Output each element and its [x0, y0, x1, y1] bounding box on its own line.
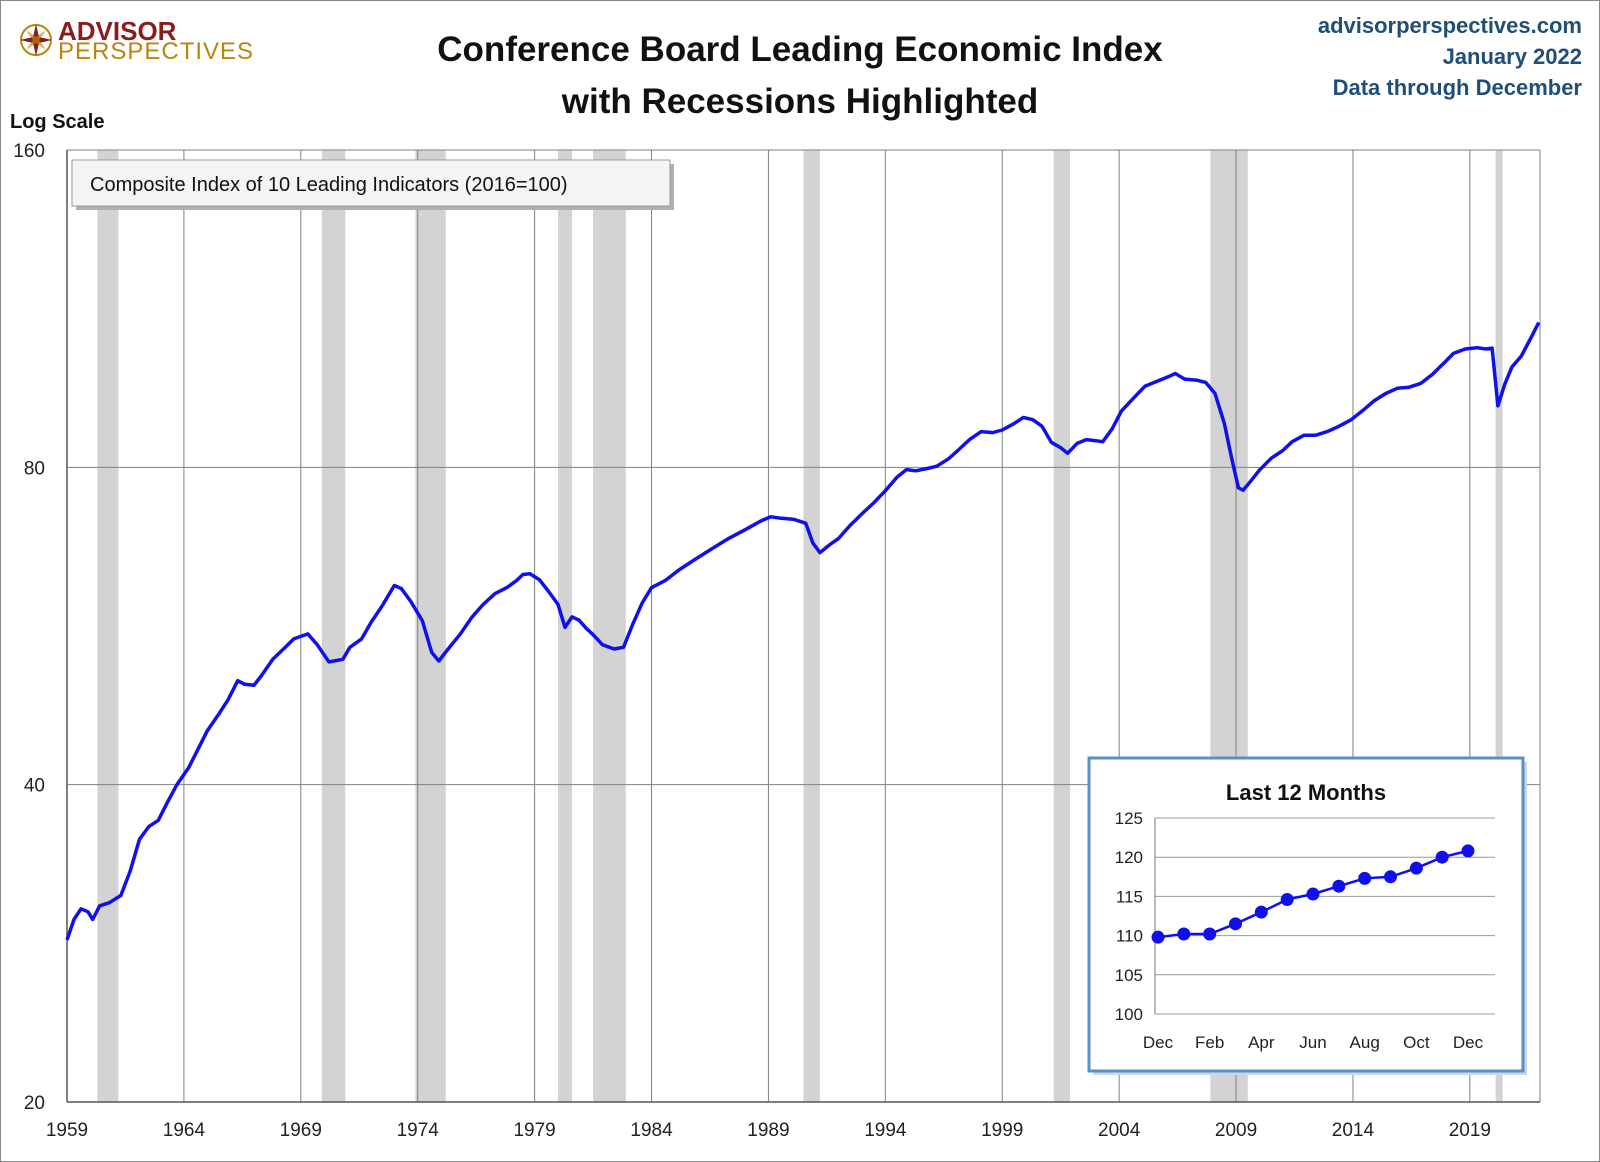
inset-data-point [1151, 930, 1165, 944]
legend-label: Composite Index of 10 Leading Indicators… [90, 174, 568, 196]
chart-title-line1: Conference Board Leading Economic Index [437, 30, 1163, 69]
legend-frame [71, 159, 671, 207]
recession-band [97, 150, 119, 1102]
inset-y-tick-label: 100 [1115, 1005, 1143, 1024]
brand-line1: ADVISOR [58, 16, 177, 46]
x-tick-label: 1959 [46, 1120, 88, 1141]
y-axis-label: Log Scale [10, 111, 104, 133]
source-date: January 2022 [1442, 44, 1582, 69]
x-tick-label: 1999 [981, 1120, 1023, 1141]
recession-band [1495, 150, 1503, 1102]
x-tick-label: 1994 [864, 1120, 907, 1141]
inset-x-tick-label: Dec [1453, 1033, 1484, 1052]
inset-data-point [1332, 879, 1346, 893]
y-tick-label: 80 [24, 458, 45, 479]
y-tick-label: 160 [13, 141, 45, 162]
x-tick-label: 1979 [513, 1120, 555, 1141]
inset-frame [1087, 756, 1525, 1073]
brand-logo: ADVISOR PERSPECTIVES [18, 16, 253, 64]
x-tick-label: 2004 [1098, 1120, 1141, 1141]
recession-band [1053, 150, 1071, 1102]
x-tick-label: 2019 [1449, 1120, 1491, 1141]
recession-band [415, 150, 446, 1102]
x-tick-label: 1969 [280, 1120, 322, 1141]
inset-data-point [1384, 870, 1397, 884]
inset-data-point [1461, 844, 1475, 858]
inset-y-tick-label: 105 [1115, 966, 1143, 985]
inset-x-tick-label: Apr [1248, 1033, 1275, 1052]
recession-band [593, 150, 626, 1102]
inset-x-tick-label: Aug [1350, 1033, 1380, 1052]
inset-x-tick-label: Dec [1143, 1033, 1174, 1052]
compass-icon [20, 24, 52, 56]
brand-line2: PERSPECTIVES [58, 38, 255, 65]
x-tick-label: 2009 [1215, 1120, 1257, 1141]
inset-data-point [1254, 905, 1268, 919]
inset-title: Last 12 Months [1226, 780, 1386, 805]
x-tick-label: 1984 [630, 1120, 673, 1141]
x-tick-label: 1964 [163, 1120, 206, 1141]
inset-x-tick-label: Oct [1403, 1033, 1430, 1052]
inset-data-point [1435, 850, 1449, 864]
inset-data-point [1409, 861, 1423, 875]
x-tick-label: 1974 [397, 1120, 440, 1141]
inset-data-point [1358, 871, 1372, 885]
inset-data-point [1280, 893, 1294, 907]
series-line-lei [65, 321, 1541, 941]
inset-y-tick-label: 115 [1116, 887, 1143, 906]
inset-x-tick-label: Feb [1195, 1033, 1224, 1052]
inset-data-point [1177, 927, 1191, 941]
x-tick-label: 2014 [1332, 1120, 1375, 1141]
inset-data-point [1306, 887, 1320, 901]
inset-x-tick-label: Jun [1299, 1033, 1326, 1052]
recession-band [321, 150, 346, 1102]
source-block: advisorperspectives.com January 2022 Dat… [1318, 10, 1582, 103]
inset-data-point [1203, 927, 1217, 941]
y-tick-label: 20 [24, 1093, 45, 1114]
inset-data-point [1229, 917, 1242, 931]
legend-box: Composite Index of 10 Leading Indicators… [71, 159, 674, 210]
chart-title: Conference Board Leading Economic Index … [380, 24, 1220, 128]
recession-band [803, 150, 820, 1102]
source-site[interactable]: advisorperspectives.com [1317, 13, 1582, 38]
chart-title-line2: with Recessions Highlighted [561, 82, 1039, 121]
x-tick-label: 1989 [747, 1120, 789, 1141]
inset-y-tick-label: 120 [1115, 848, 1143, 867]
inset-y-tick-label: 125 [1115, 809, 1143, 828]
y-tick-label: 40 [24, 776, 45, 797]
inset-chart: Last 12 Months 100 105 110 115 120 125 Dec Feb Ap… [1087, 756, 1527, 1075]
source-note: Data through December [1332, 75, 1582, 100]
inset-y-tick-label: 110 [1116, 927, 1143, 946]
